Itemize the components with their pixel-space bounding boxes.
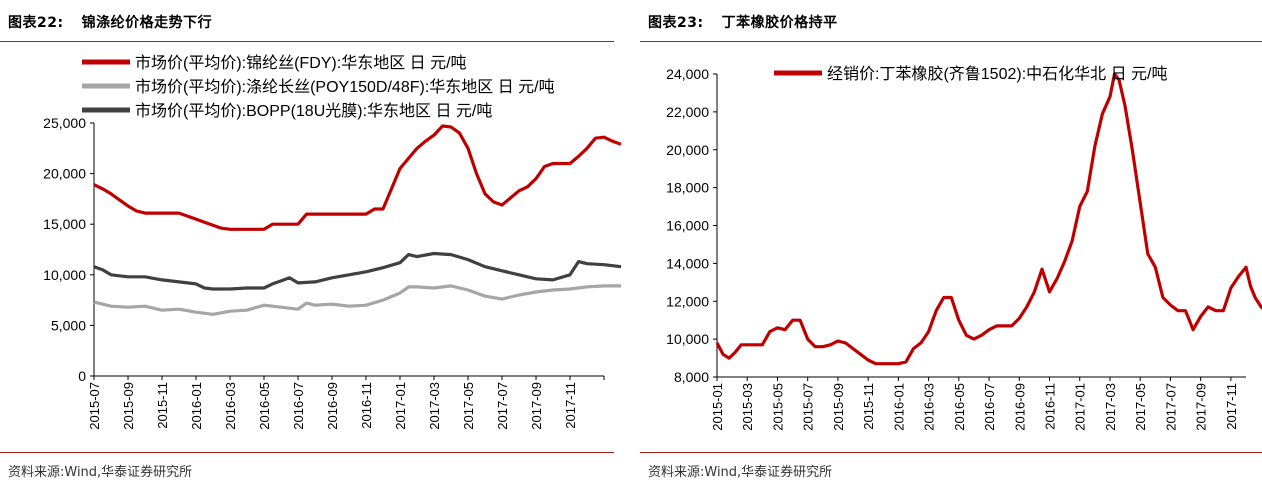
right-x-tick-label: 2016-03 [922,383,937,431]
left-x-tick-label: 2016-11 [359,382,374,429]
left-x-tick-label: 2016-09 [325,382,340,430]
right-x-tick-label: 2017-05 [1133,383,1148,431]
right-x-tick-label: 2015-11 [861,383,876,430]
right-figure-label: 图表23: [648,15,704,31]
left-figure-label: 图表22: [8,15,64,31]
right-x-tick-label: 2015-09 [831,383,846,431]
right-x-tick-label: 2017-07 [1163,383,1178,431]
left-x-tick-label: 2016-07 [291,382,306,430]
right-y-tick-label: 16,000 [666,218,709,234]
right-y-tick-label: 10,000 [666,331,709,347]
left-x-tick-label: 2015-07 [87,382,102,430]
right-y-tick-label: 20,000 [666,142,709,158]
left-y-tick-label: 15,000 [43,216,86,232]
left-line-chart: 0 5,000 10,000 15,000 20,000 25,000 2015-07 201… [43,54,622,430]
left-figure-caption: 锦涤纶价格走势下行 [81,15,213,31]
left-x-tick-label: 2016-05 [257,382,272,430]
right-y-tick-label: 24,000 [666,66,709,82]
right-figure-title: 图表23: 丁苯橡胶价格持平 [648,12,838,32]
left-figure-panel: 图表22: 锦涤纶价格走势下行 0 5,000 10,000 15,000 20,000 2… [0,0,622,488]
left-y-tick-label: 20,000 [43,166,86,182]
right-figure-panel: 图表23: 丁苯橡胶价格持平 8,000 10,000 12,000 14,000 16,… [640,0,1262,488]
left-x-tick-label: 2015-11 [155,382,170,429]
right-top-divider [640,41,1262,42]
left-legend-label-2: 市场价(平均价):涤纶长丝(POY150D/48F):华东地区 日 元/吨 [135,78,555,96]
left-legend-label-3: 市场价(平均价):BOPP(18U光膜):华东地区 日 元/吨 [135,102,492,120]
right-x-tick-label: 2016-07 [982,383,997,431]
right-y-tick-label: 12,000 [666,293,709,309]
left-x-tick-label: 2017-03 [427,382,442,430]
right-x-tick-label: 2015-05 [770,383,785,431]
left-figure-title: 图表22: 锦涤纶价格走势下行 [8,12,212,32]
right-x-tick-label: 2017-11 [1224,383,1239,430]
left-series-line-1 [93,124,622,231]
right-source-note: 资料来源:Wind,华泰证券研究所 [648,465,833,480]
left-x-tick-label: 2016-01 [189,382,204,430]
left-y-tick-label: 10,000 [43,267,86,283]
right-x-tick-label: 2016-09 [1012,383,1027,431]
left-x-tick-label: 2017-11 [563,382,578,429]
right-x-tick-label: 2015-03 [740,383,755,431]
right-legend-label-1: 经销价:丁苯橡胶(齐鲁1502):中石化华北 日 元/吨 [827,65,1167,83]
left-top-divider [0,41,614,42]
left-series-line-3 [93,251,622,291]
left-x-tick-label: 2017-09 [529,382,544,430]
right-x-tick-label: 2015-01 [710,383,725,431]
right-line-chart: 8,000 10,000 12,000 14,000 16,000 18,000 20,00… [666,65,1262,431]
left-legend-label-1: 市场价(平均价):锦纶丝(FDY):华东地区 日 元/吨 [135,54,467,72]
left-y-tick-label: 5,000 [51,317,86,333]
left-x-tick-label: 2015-09 [121,382,136,430]
left-bottom-divider [0,452,614,453]
right-y-tick-label: 18,000 [666,180,709,196]
right-y-tick-label: 8,000 [674,369,709,385]
right-y-tick-label: 14,000 [666,255,709,271]
right-x-tick-label: 2016-05 [952,383,967,431]
right-bottom-divider [640,452,1262,453]
left-series-line-2 [93,284,621,316]
right-x-tick-label: 2015-07 [801,383,816,431]
right-figure-caption: 丁苯橡胶价格持平 [721,15,838,31]
left-x-tick-label: 2017-07 [495,382,510,430]
right-x-tick-label: 2017-01 [1073,383,1088,431]
right-x-tick-label: 2016-11 [1043,383,1058,430]
right-x-tick-label: 2016-01 [891,383,906,431]
left-y-tick-label: 25,000 [43,115,86,131]
left-x-tick-label: 2017-05 [461,382,476,430]
right-y-tick-label: 22,000 [666,104,709,120]
left-y-tick-label: 0 [78,368,86,384]
right-series-line-1 [715,72,1262,366]
left-x-tick-label: 2016-03 [223,382,238,430]
left-x-tick-label: 2017-01 [393,382,408,430]
right-x-tick-label: 2017-03 [1103,383,1118,431]
right-x-tick-label: 2017-09 [1194,383,1209,431]
left-source-note: 资料来源:Wind,华泰证券研究所 [8,465,193,480]
